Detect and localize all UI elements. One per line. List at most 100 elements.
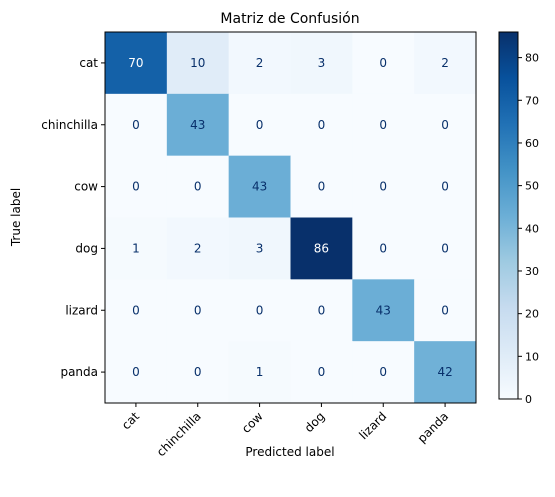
y-tick-label-cat: cat <box>79 56 98 70</box>
cell-value-label: 0 <box>379 56 387 70</box>
cell-value-label: 0 <box>318 303 326 317</box>
heatmap-cell-cow-lizard <box>352 155 415 218</box>
heatmap-cell-dog-panda <box>414 217 477 280</box>
heatmap-cell-chinchilla-chinchilla <box>166 93 230 157</box>
heatmap-cell-chinchilla-cat <box>105 93 168 157</box>
colorbar-tick-label: 10 <box>525 350 539 363</box>
cell-value-label: 0 <box>379 118 387 132</box>
cell-value-label: 0 <box>379 241 387 255</box>
colorbar-tick-label: 0 <box>525 393 532 406</box>
heatmap-cell-cow-chinchilla <box>166 155 230 218</box>
colorbar-ticks: 0 10 20 30 40 50 60 70 80 <box>518 52 539 406</box>
heatmap-cell-lizard-lizard <box>352 279 415 342</box>
heatmap-cell-dog-dog <box>290 217 353 280</box>
x-tick-label-panda: panda <box>415 409 451 445</box>
cell-value-label: 43 <box>190 118 205 132</box>
x-tick-label-dog: dog <box>302 409 328 435</box>
heatmap-cell-chinchilla-lizard <box>352 93 415 157</box>
x-axis-label: Predicted label <box>245 445 334 459</box>
cell-value-label: 0 <box>256 118 264 132</box>
y-tick-label-chinchilla: chinchilla <box>41 118 98 132</box>
plot-frame <box>104 31 477 404</box>
cell-value-label: 2 <box>194 241 202 255</box>
cell-value-label: 70 <box>128 56 143 70</box>
heatmap-cell-lizard-cat <box>105 279 168 342</box>
heatmap-cell-cat-cow <box>228 32 291 95</box>
cell-value-label: 0 <box>441 303 449 317</box>
cell-value-label: 10 <box>190 56 205 70</box>
y-tick-label-lizard: lizard <box>65 303 98 317</box>
chart-title: Matriz de Confusión <box>220 11 359 27</box>
heatmap-cells: 70 10 2 3 0 20 43 0 0 0 00 0 43 0 0 01 2 3 86 0 00 0 0 0 43 00 0 1 0… <box>105 32 477 404</box>
colorbar-tick-label: 80 <box>525 52 539 65</box>
y-tick-label-cow: cow <box>74 180 98 194</box>
cell-value-label: 0 <box>132 118 140 132</box>
cell-value-label: 3 <box>256 241 264 255</box>
heatmap-cell-cow-dog <box>290 155 353 218</box>
heatmap-cell-cat-panda <box>414 32 477 95</box>
y-axis-ticks: cat chinchilla cow dog lizard panda <box>41 56 105 379</box>
cell-value-label: 0 <box>379 180 387 194</box>
x-tick-label-cat: cat <box>119 409 142 432</box>
heatmap-cell-lizard-chinchilla <box>166 279 230 342</box>
colorbar-tick-label: 40 <box>525 222 539 235</box>
cell-value-label: 1 <box>132 241 140 255</box>
colorbar-tick-label: 50 <box>525 180 539 193</box>
colorbar-tick-label: 30 <box>525 265 539 278</box>
cell-value-label: 43 <box>376 303 391 317</box>
heatmap-cell-cat-chinchilla <box>166 32 230 95</box>
heatmap-cell-dog-cat <box>105 217 168 280</box>
colorbar-tick-label: 70 <box>525 94 539 107</box>
colorbar <box>498 31 519 400</box>
heatmap-cell-panda-lizard <box>352 341 415 404</box>
y-axis-label: True label <box>9 188 23 247</box>
cell-value-label: 2 <box>256 56 264 70</box>
cell-value-label: 1 <box>256 365 264 379</box>
heatmap-cell-cat-dog <box>290 32 353 95</box>
cell-value-label: 0 <box>318 365 326 379</box>
heatmap-cell-cow-cat <box>105 155 168 218</box>
cell-value-label: 0 <box>194 303 202 317</box>
heatmap-cell-lizard-cow <box>228 279 291 342</box>
cell-value-label: 86 <box>314 241 329 255</box>
heatmap-cell-chinchilla-dog <box>290 93 353 157</box>
cell-value-label: 0 <box>441 118 449 132</box>
heatmap-cell-panda-cat <box>105 341 168 404</box>
cell-value-label: 0 <box>256 303 264 317</box>
y-tick-label-panda: panda <box>60 365 98 379</box>
heatmap-cell-panda-cow <box>228 341 291 404</box>
cell-value-label: 0 <box>132 365 140 379</box>
heatmap-cell-chinchilla-panda <box>414 93 477 157</box>
heatmap-cell-chinchilla-cow <box>228 93 291 157</box>
y-tick-label-dog: dog <box>75 241 98 255</box>
heatmap-cell-cow-cow <box>228 155 291 218</box>
cell-value-label: 0 <box>379 365 387 379</box>
cell-value-label: 42 <box>437 365 452 379</box>
x-tick-label-chinchilla: chinchilla <box>154 409 204 459</box>
heatmap-cell-dog-lizard <box>352 217 415 280</box>
heatmap-cell-dog-chinchilla <box>166 217 230 280</box>
cell-value-label: 0 <box>132 180 140 194</box>
heatmap-cell-lizard-panda <box>414 279 477 342</box>
x-tick-label-cow: cow <box>239 409 266 436</box>
cell-value-label: 0 <box>194 180 202 194</box>
heatmap-cell-panda-dog <box>290 341 353 404</box>
cell-value-label: 0 <box>132 303 140 317</box>
heatmap-cell-lizard-dog <box>290 279 353 342</box>
colorbar-tick-label: 20 <box>525 308 539 321</box>
colorbar-tick-label: 60 <box>525 137 539 150</box>
cell-value-label: 0 <box>441 180 449 194</box>
cell-value-label: 0 <box>318 118 326 132</box>
heatmap-cell-dog-cow <box>228 217 291 280</box>
heatmap-cell-panda-chinchilla <box>166 341 230 404</box>
cell-value-label: 0 <box>318 180 326 194</box>
cell-value-label: 43 <box>252 180 267 194</box>
heatmap-cell-cow-panda <box>414 155 477 218</box>
heatmap-cell-cat-cat <box>105 32 168 95</box>
heatmap-cell-panda-panda <box>414 341 477 404</box>
cell-value-label: 0 <box>194 365 202 379</box>
cell-value-label: 2 <box>441 56 449 70</box>
x-tick-label-lizard: lizard <box>356 409 389 442</box>
cell-value-label: 0 <box>441 241 449 255</box>
